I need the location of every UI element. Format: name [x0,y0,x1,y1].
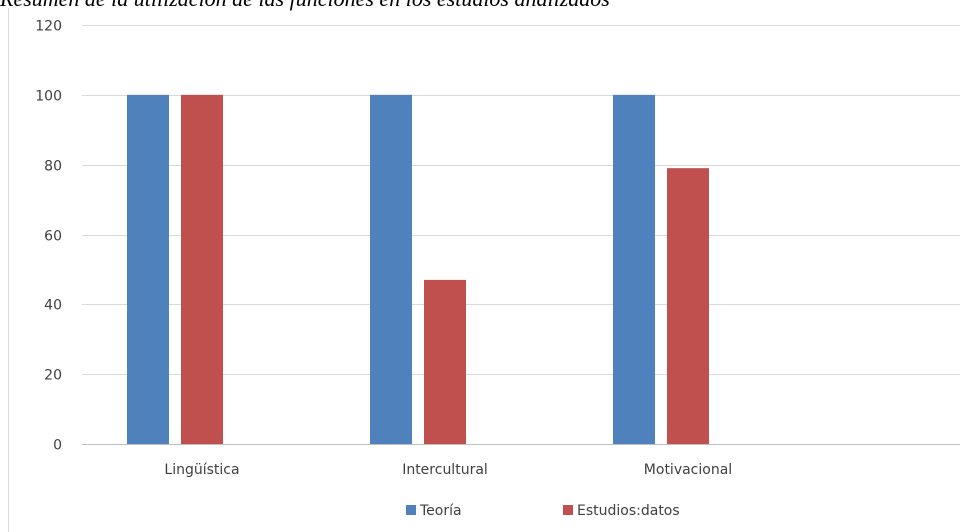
legend-swatch [563,505,573,515]
y-tick-label: 100 [35,89,62,105]
bar [424,279,466,444]
y-tick-label: 0 [53,438,62,454]
x-tick-label: Lingüística [164,462,239,478]
gridlines [82,25,960,375]
y-axis-ticks: 0 20 40 60 80 100 120 [35,19,62,454]
bar [127,94,169,444]
bar [181,94,223,444]
legend-label: Estudios:datos [577,503,680,519]
y-tick-label: 20 [44,368,62,384]
legend: Teoría Estudios:datos [406,503,680,519]
bar [613,94,655,444]
bar [667,168,709,445]
legend-swatch [406,505,416,515]
x-tick-label: Intercultural [402,462,488,478]
y-tick-label: 80 [44,159,62,175]
bars [127,94,709,445]
y-tick-label: 60 [44,229,62,245]
bar [370,94,412,444]
chart-title: Resumen de la utilización de las funcion… [0,0,610,12]
x-tick-label: Motivacional [644,462,732,478]
y-tick-label: 120 [35,19,62,35]
y-tick-label: 40 [44,298,62,314]
x-axis-ticks: Lingüística Intercultural Motivacional [82,444,960,478]
legend-label: Teoría [419,503,462,519]
